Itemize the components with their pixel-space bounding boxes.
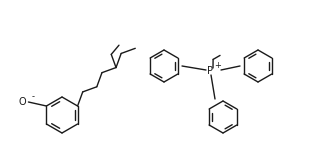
Text: P: P bbox=[207, 66, 213, 76]
Text: O: O bbox=[19, 97, 26, 107]
Text: +: + bbox=[215, 61, 221, 70]
Text: -: - bbox=[32, 93, 35, 101]
